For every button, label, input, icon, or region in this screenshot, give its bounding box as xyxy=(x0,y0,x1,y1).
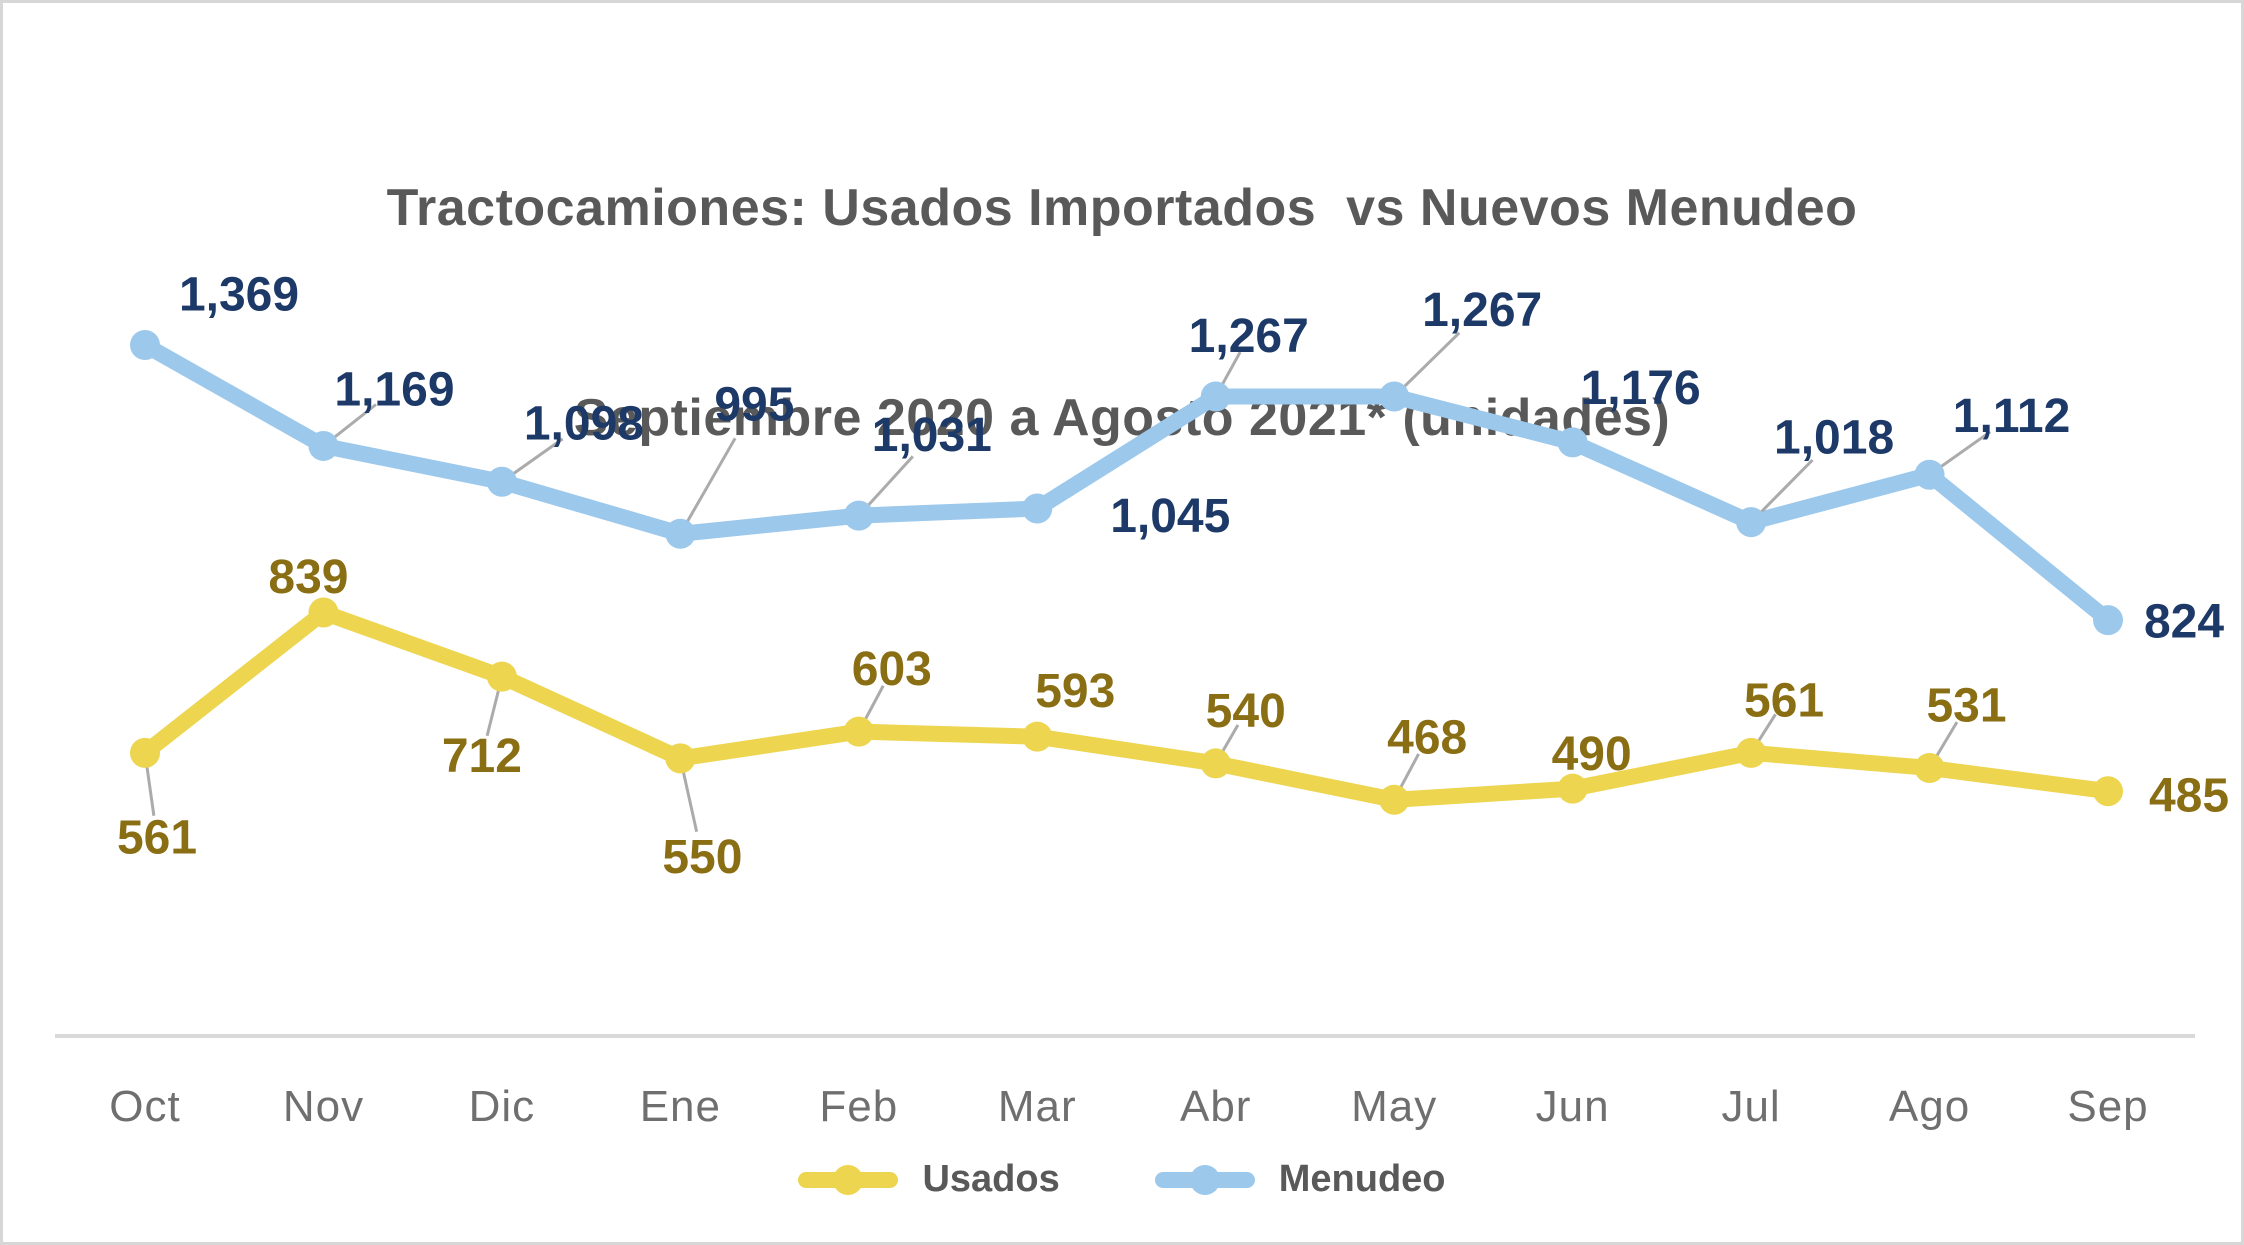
data-label-menudeo: 1,018 xyxy=(1774,412,1894,465)
label-leader-line xyxy=(679,437,737,535)
menudeo-line-swatch-icon xyxy=(1154,1164,1255,1195)
data-point-marker-menudeo xyxy=(486,466,517,497)
x-axis-label: Sep xyxy=(2067,1082,2148,1131)
data-label-usados: 561 xyxy=(117,811,197,864)
data-label-menudeo: 1,112 xyxy=(1953,390,2070,443)
x-axis-label: May xyxy=(1351,1082,1437,1131)
data-label-usados: 468 xyxy=(1387,711,1467,764)
data-label-usados: 540 xyxy=(1206,685,1286,738)
chart-legend: Usados Menudeo xyxy=(3,1158,2241,1201)
series-line-menudeo xyxy=(137,337,2116,629)
data-label-usados: 603 xyxy=(852,643,932,696)
data-point-marker-menudeo xyxy=(843,500,874,531)
data-point-marker-menudeo xyxy=(1379,381,1410,412)
data-point-marker-usados xyxy=(1022,721,1053,752)
data-point-marker-usados xyxy=(1379,784,1410,815)
x-axis-label: Mar xyxy=(998,1082,1077,1131)
line-chart-plot: Oct Nov Dic Ene Feb Mar Abr May Jun Jul Ago Sep 561 8… xyxy=(55,269,2229,1131)
data-point-marker-usados xyxy=(843,716,874,747)
x-axis-label: Oct xyxy=(109,1082,180,1131)
data-point-marker-usados xyxy=(486,661,517,692)
data-label-menudeo: 1,098 xyxy=(524,397,644,450)
data-label-menudeo: 1,369 xyxy=(179,269,299,322)
data-point-marker-usados xyxy=(308,597,339,628)
data-label-menudeo: 1,169 xyxy=(334,363,454,416)
series-line-usados xyxy=(137,604,2116,808)
data-point-marker-menudeo xyxy=(665,518,696,549)
x-axis-label: Dic xyxy=(469,1082,536,1131)
chart-title-line1: Tractocamiones: Usados Importados vs Nue… xyxy=(386,179,1858,237)
data-point-marker-usados xyxy=(1914,752,1945,783)
data-label-menudeo: 1,267 xyxy=(1422,284,1542,337)
data-label-usados: 531 xyxy=(1926,679,2006,732)
data-label-usados: 490 xyxy=(1552,728,1632,781)
data-label-usados: 550 xyxy=(662,831,742,884)
data-label-usados: 561 xyxy=(1744,674,1824,727)
data-point-marker-menudeo xyxy=(1914,459,1945,490)
data-point-marker-usados xyxy=(1200,748,1231,779)
x-axis-label: Ago xyxy=(1889,1082,1970,1131)
usados-line-swatch-icon xyxy=(798,1164,899,1195)
x-axis-label: Abr xyxy=(1180,1082,1251,1131)
data-label-usados: 593 xyxy=(1035,665,1115,718)
data-point-marker-menudeo xyxy=(2093,605,2123,636)
x-axis-label: Ene xyxy=(640,1082,721,1131)
data-point-marker-usados xyxy=(2093,776,2123,807)
label-leader-line xyxy=(1393,331,1461,398)
x-axis-label: Jun xyxy=(1536,1082,1610,1131)
data-label-menudeo: 995 xyxy=(714,378,794,431)
data-point-marker-menudeo xyxy=(308,430,339,461)
data-point-marker-menudeo xyxy=(130,330,160,360)
legend-label-menudeo: Menudeo xyxy=(1278,1158,1446,1200)
data-point-marker-usados xyxy=(1736,737,1767,768)
legend-item-menudeo: Menudeo xyxy=(1154,1158,1446,1201)
data-point-marker-menudeo xyxy=(1736,507,1767,538)
data-label-usados: 485 xyxy=(2149,770,2229,823)
data-label-usados: 839 xyxy=(268,551,348,604)
data-point-marker-usados xyxy=(130,737,160,768)
x-axis-label: Nov xyxy=(283,1082,364,1131)
data-label-menudeo: 1,031 xyxy=(872,409,992,462)
data-point-marker-usados xyxy=(665,743,696,774)
data-point-marker-menudeo xyxy=(1022,493,1053,524)
data-label-menudeo: 824 xyxy=(2144,596,2224,649)
x-axis-label: Jul xyxy=(1721,1082,1780,1131)
data-label-menudeo: 1,267 xyxy=(1189,310,1309,363)
data-label-usados: 712 xyxy=(442,730,522,783)
data-point-marker-menudeo xyxy=(1200,381,1231,412)
x-axis-label: Feb xyxy=(819,1082,898,1131)
data-label-menudeo: 1,176 xyxy=(1581,362,1701,415)
data-point-marker-menudeo xyxy=(1557,427,1588,458)
data-label-menudeo: 1,045 xyxy=(1110,490,1230,543)
legend-label-usados: Usados xyxy=(922,1158,1060,1200)
data-point-marker-usados xyxy=(1557,773,1588,804)
legend-item-usados: Usados xyxy=(798,1158,1060,1201)
